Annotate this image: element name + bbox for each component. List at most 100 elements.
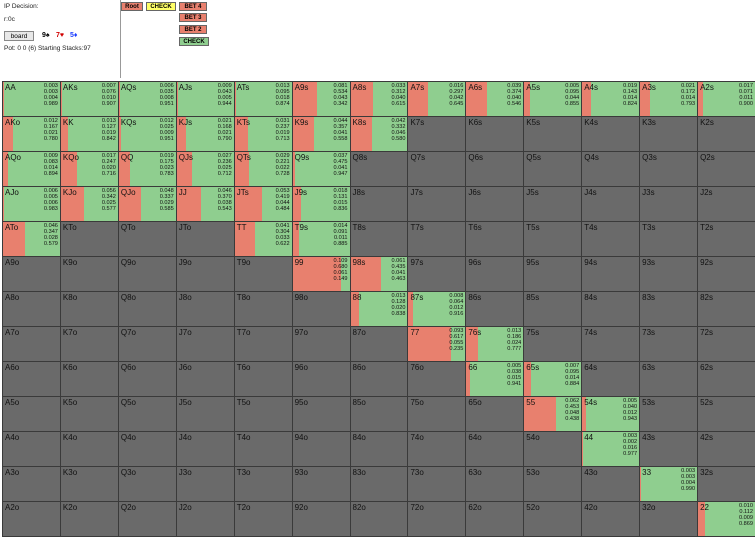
hand-cell-a4s[interactable]: A4s 0.019 0.143 0.014 0.824 <box>581 81 641 117</box>
hand-cell-53s[interactable]: 53s <box>639 396 699 432</box>
hand-cell-q2s[interactable]: Q2s <box>697 151 755 187</box>
hand-cell-a5o[interactable]: A5o <box>2 396 61 432</box>
hand-cell-qjo[interactable]: QJo 0.048 0.337 0.029 0.585 <box>117 186 177 222</box>
hand-cell-k9s[interactable]: K9s 0.044 0.357 0.041 0.558 <box>291 116 351 152</box>
hand-cell-t3s[interactable]: T3s <box>639 221 699 257</box>
hand-cell-kto[interactable]: KTo <box>59 221 119 257</box>
tree-node-root[interactable]: Root <box>121 2 143 11</box>
hand-cell-q8o[interactable]: Q8o <box>117 291 177 327</box>
hand-cell-t9s[interactable]: T9s 0.014 0.091 0.011 0.885 <box>291 221 351 257</box>
hand-cell-qto[interactable]: QTo <box>117 221 177 257</box>
hand-cell-92s[interactable]: 92s <box>697 256 755 292</box>
hand-cell-k2s[interactable]: K2s <box>697 116 755 152</box>
hand-cell-42s[interactable]: 42s <box>697 431 755 467</box>
hand-cell-53o[interactable]: 53o <box>523 466 583 502</box>
hand-cell-54s[interactable]: 54s 0.005 0.040 0.012 0.943 <box>581 396 641 432</box>
hand-cell-k4o[interactable]: K4o <box>59 431 119 467</box>
hand-cell-k5s[interactable]: K5s <box>523 116 583 152</box>
tree-node-bet2[interactable]: BET 2 <box>179 25 207 34</box>
hand-cell-t7o[interactable]: T7o <box>233 326 293 362</box>
hand-cell-97s[interactable]: 97s <box>407 256 467 292</box>
hand-cell-62o[interactable]: 62o <box>465 501 525 537</box>
hand-cell-76s[interactable]: 76s 0.013 0.186 0.024 0.777 <box>465 326 525 362</box>
hand-cell-j7s[interactable]: J7s <box>407 186 467 222</box>
hand-cell-ako[interactable]: AKo 0.012 0.167 0.021 0.780 <box>2 116 61 152</box>
hand-cell-86s[interactable]: 86s <box>465 291 525 327</box>
tree-node-check[interactable]: CHECK <box>146 2 176 11</box>
hand-cell-92o[interactable]: 92o <box>291 501 351 537</box>
hand-cell-t3o[interactable]: T3o <box>233 466 293 502</box>
hand-cell-k7o[interactable]: K7o <box>59 326 119 362</box>
hand-cell-ato[interactable]: ATo 0.046 0.347 0.028 0.579 <box>2 221 61 257</box>
hand-cell-93s[interactable]: 93s <box>639 256 699 292</box>
hand-cell-73s[interactable]: 73s <box>639 326 699 362</box>
hand-cell-q6s[interactable]: Q6s <box>465 151 525 187</box>
hand-cell-j7o[interactable]: J7o <box>175 326 235 362</box>
hand-cell-44[interactable]: 44 0.003 0.002 0.016 0.977 <box>581 431 641 467</box>
hand-cell-j8s[interactable]: J8s <box>349 186 409 222</box>
hand-cell-t6s[interactable]: T6s <box>465 221 525 257</box>
hand-cell-a6s[interactable]: A6s 0.039 0.374 0.040 0.546 <box>465 81 525 117</box>
hand-cell-97o[interactable]: 97o <box>291 326 351 362</box>
hand-cell-a7s[interactable]: A7s 0.016 0.297 0.042 0.645 <box>407 81 467 117</box>
hand-cell-64o[interactable]: 64o <box>465 431 525 467</box>
hand-cell-a7o[interactable]: A7o <box>2 326 61 362</box>
hand-cell-aks[interactable]: AKs 0.007 0.076 0.010 0.907 <box>59 81 119 117</box>
hand-cell-98s[interactable]: 98s 0.061 0.435 0.041 0.463 <box>349 256 409 292</box>
hand-cell-qq[interactable]: QQ 0.019 0.175 0.023 0.783 <box>117 151 177 187</box>
hand-cell-k9o[interactable]: K9o <box>59 256 119 292</box>
hand-cell-65s[interactable]: 65s 0.007 0.095 0.014 0.884 <box>523 361 583 397</box>
hand-cell-kqo[interactable]: KQo 0.017 0.247 0.020 0.716 <box>59 151 119 187</box>
hand-cell-a2s[interactable]: A2s 0.017 0.071 0.011 0.900 <box>697 81 755 117</box>
hand-cell-q3s[interactable]: Q3s <box>639 151 699 187</box>
hand-cell-22[interactable]: 22 0.010 0.112 0.009 0.869 <box>697 501 755 537</box>
hand-cell-j3o[interactable]: J3o <box>175 466 235 502</box>
hand-cell-96o[interactable]: 96o <box>291 361 351 397</box>
hand-cell-a9s[interactable]: A9s 0.081 0.534 0.043 0.342 <box>291 81 351 117</box>
hand-cell-75o[interactable]: 75o <box>407 396 467 432</box>
hand-cell-94o[interactable]: 94o <box>291 431 351 467</box>
hand-cell-87o[interactable]: 87o <box>349 326 409 362</box>
hand-cell-t6o[interactable]: T6o <box>233 361 293 397</box>
hand-cell-t7s[interactable]: T7s <box>407 221 467 257</box>
hand-cell-85s[interactable]: 85s <box>523 291 583 327</box>
hand-cell-64s[interactable]: 64s <box>581 361 641 397</box>
hand-cell-65o[interactable]: 65o <box>465 396 525 432</box>
hand-cell-j6o[interactable]: J6o <box>175 361 235 397</box>
hand-cell-95o[interactable]: 95o <box>291 396 351 432</box>
hand-cell-k7s[interactable]: K7s <box>407 116 467 152</box>
hand-cell-t9o[interactable]: T9o <box>233 256 293 292</box>
hand-cell-a3o[interactable]: A3o <box>2 466 61 502</box>
hand-cell-kjs[interactable]: KJs 0.021 0.168 0.021 0.790 <box>175 116 235 152</box>
hand-cell-96s[interactable]: 96s <box>465 256 525 292</box>
hand-cell-75s[interactable]: 75s <box>523 326 583 362</box>
hand-cell-63o[interactable]: 63o <box>465 466 525 502</box>
hand-cell-j6s[interactable]: J6s <box>465 186 525 222</box>
hand-cell-kqs[interactable]: KQs 0.012 0.025 0.009 0.951 <box>117 116 177 152</box>
hand-cell-j3s[interactable]: J3s <box>639 186 699 222</box>
hand-cell-98o[interactable]: 98o <box>291 291 351 327</box>
hand-cell-a8o[interactable]: A8o <box>2 291 61 327</box>
hand-cell-88[interactable]: 88 0.013 0.128 0.020 0.838 <box>349 291 409 327</box>
hand-cell-43s[interactable]: 43s <box>639 431 699 467</box>
hand-cell-43o[interactable]: 43o <box>581 466 641 502</box>
hand-cell-32s[interactable]: 32s <box>697 466 755 502</box>
hand-cell-q9s[interactable]: Q9s 0.037 0.475 0.041 0.947 <box>291 151 351 187</box>
hand-cell-k4s[interactable]: K4s <box>581 116 641 152</box>
hand-cell-63s[interactable]: 63s <box>639 361 699 397</box>
hand-cell-93o[interactable]: 93o <box>291 466 351 502</box>
tree-node-bet4[interactable]: BET 4 <box>179 2 207 11</box>
hand-cell-86o[interactable]: 86o <box>349 361 409 397</box>
hand-cell-qts[interactable]: QTs 0.029 0.221 0.022 0.728 <box>233 151 293 187</box>
hand-cell-ajs[interactable]: AJs 0.009 0.043 0.005 0.944 <box>175 81 235 117</box>
hand-cell-j4o[interactable]: J4o <box>175 431 235 467</box>
board-button[interactable]: board <box>4 31 34 41</box>
hand-cell-52s[interactable]: 52s <box>697 396 755 432</box>
hand-cell-jts[interactable]: JTs 0.053 0.419 0.044 0.484 <box>233 186 293 222</box>
hand-cell-87s[interactable]: 87s 0.008 0.064 0.012 0.916 <box>407 291 467 327</box>
hand-cell-74s[interactable]: 74s <box>581 326 641 362</box>
hand-cell-52o[interactable]: 52o <box>523 501 583 537</box>
hand-cell-a3s[interactable]: A3s 0.021 0.172 0.014 0.793 <box>639 81 699 117</box>
hand-cell-q6o[interactable]: Q6o <box>117 361 177 397</box>
hand-cell-a2o[interactable]: A2o <box>2 501 61 537</box>
